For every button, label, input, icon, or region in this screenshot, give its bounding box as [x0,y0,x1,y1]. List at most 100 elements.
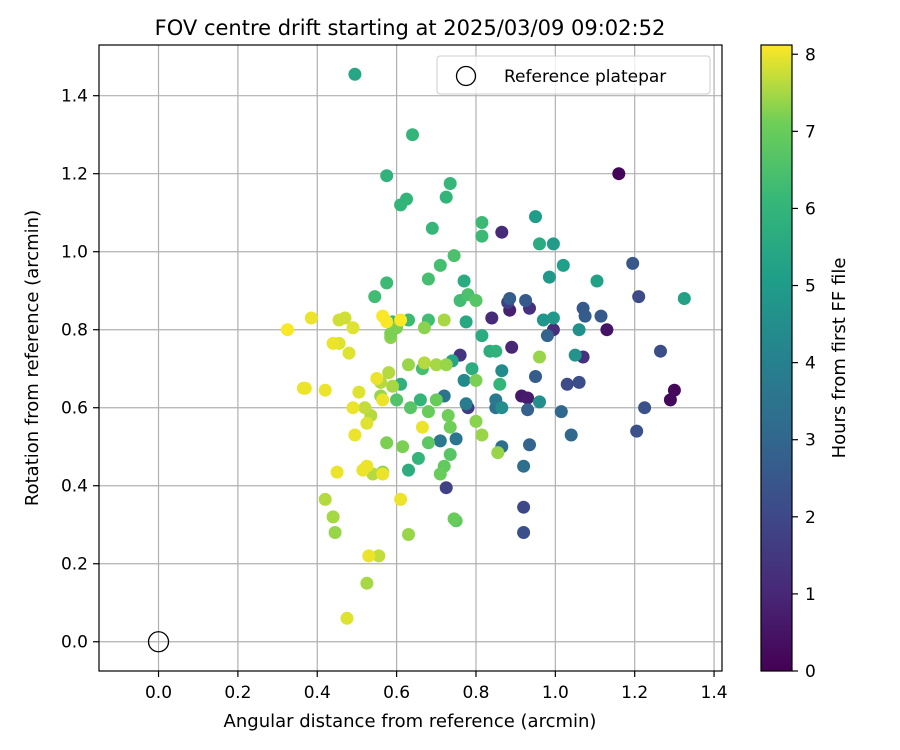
colorbar-ticks: 0 1 2 3 4 5 6 7 8 [792,45,816,682]
data-point [360,459,374,473]
data-point [326,510,340,524]
data-point [536,313,550,327]
data-point [421,405,435,419]
data-point [443,420,457,434]
data-point [556,258,570,272]
data-point [542,270,556,284]
data-point [529,370,542,383]
data-point [394,492,408,506]
data-point [495,225,509,239]
chart-title: FOV centre drift starting at 2025/03/09 … [155,16,666,40]
data-point [533,395,546,409]
y-tick-label: 1.2 [61,165,88,185]
data-point [626,256,640,270]
data-point [394,198,408,212]
data-point [533,237,546,251]
data-point [495,364,509,378]
data-point [546,311,560,325]
data-point [443,448,457,461]
data-point [612,167,626,181]
data-point [475,229,489,243]
data-point [523,438,536,452]
data-point [380,169,394,183]
data-point [380,276,394,290]
data-point [433,467,447,481]
data-point [457,274,471,288]
data-point [447,249,461,263]
data-point [654,344,667,358]
data-point [437,313,451,327]
data-point [529,210,542,224]
x-tick-label: 0.8 [462,683,489,703]
data-point [540,329,554,343]
data-point [326,336,340,350]
data-point [630,424,644,438]
data-point [360,416,374,430]
grid [99,45,722,671]
data-point [503,292,517,305]
y-tick-label: 0.0 [61,633,88,653]
data-point [358,401,372,415]
colorbar-tick-label: 1 [805,585,816,605]
data-point [475,428,489,442]
data-point [340,611,354,625]
data-point [568,348,582,362]
data-point [475,329,489,343]
data-point [413,393,427,407]
data-point [328,526,342,539]
x-tick-label: 0.4 [304,683,331,703]
data-point [376,467,390,481]
data-point [376,393,390,407]
data-point [495,401,509,415]
data-point [600,323,614,337]
data-point [521,403,535,417]
data-point [348,67,362,81]
data-point [417,321,431,335]
data-point [564,428,578,442]
data-point [677,292,691,305]
colorbar-tick-label: 2 [805,508,816,528]
data-point [632,290,646,304]
x-tick-label: 1.4 [701,683,728,703]
plot-frame [98,44,723,672]
x-tick-label: 1.2 [621,683,648,703]
legend-reference-icon [455,65,477,87]
colorbar-tick-label: 6 [805,199,816,219]
y-axis-ticks: 0.0 0.2 0.4 0.6 0.8 1.0 1.2 1.4 [61,87,99,653]
x-tick-label: 0.2 [224,683,251,703]
data-point [406,128,419,142]
colorbar-label: Hours from first FF file [829,258,850,459]
colorbar-tick-label: 4 [805,354,816,374]
data-point [505,340,519,354]
data-point [318,383,332,397]
reference-point [147,631,170,653]
y-tick-label: 0.2 [61,555,88,575]
colorbar-gradient [760,44,793,672]
data-point [330,465,344,479]
colorbar-tick-label: 0 [805,662,816,682]
data-point [485,311,499,325]
data-point [394,313,408,327]
data-point [342,346,356,360]
data-point [346,401,360,415]
y-tick-label: 0.8 [61,321,88,341]
legend-label: Reference platepar [504,67,666,87]
data-point [443,177,457,190]
data-point [517,459,531,473]
data-point [372,549,386,563]
data-point [521,391,535,405]
data-point [590,274,604,288]
data-point [348,428,362,442]
data-point [429,393,443,407]
data-point [380,315,394,329]
x-tick-label: 1.0 [542,683,569,703]
data-point [390,393,404,407]
data-point [572,375,586,389]
data-point [447,512,461,526]
x-tick-label: 0.0 [145,683,172,703]
x-axis-label: Angular distance from reference (arcmin) [224,711,597,732]
data-point [491,446,505,460]
data-point [318,492,332,506]
data-point [489,344,503,358]
